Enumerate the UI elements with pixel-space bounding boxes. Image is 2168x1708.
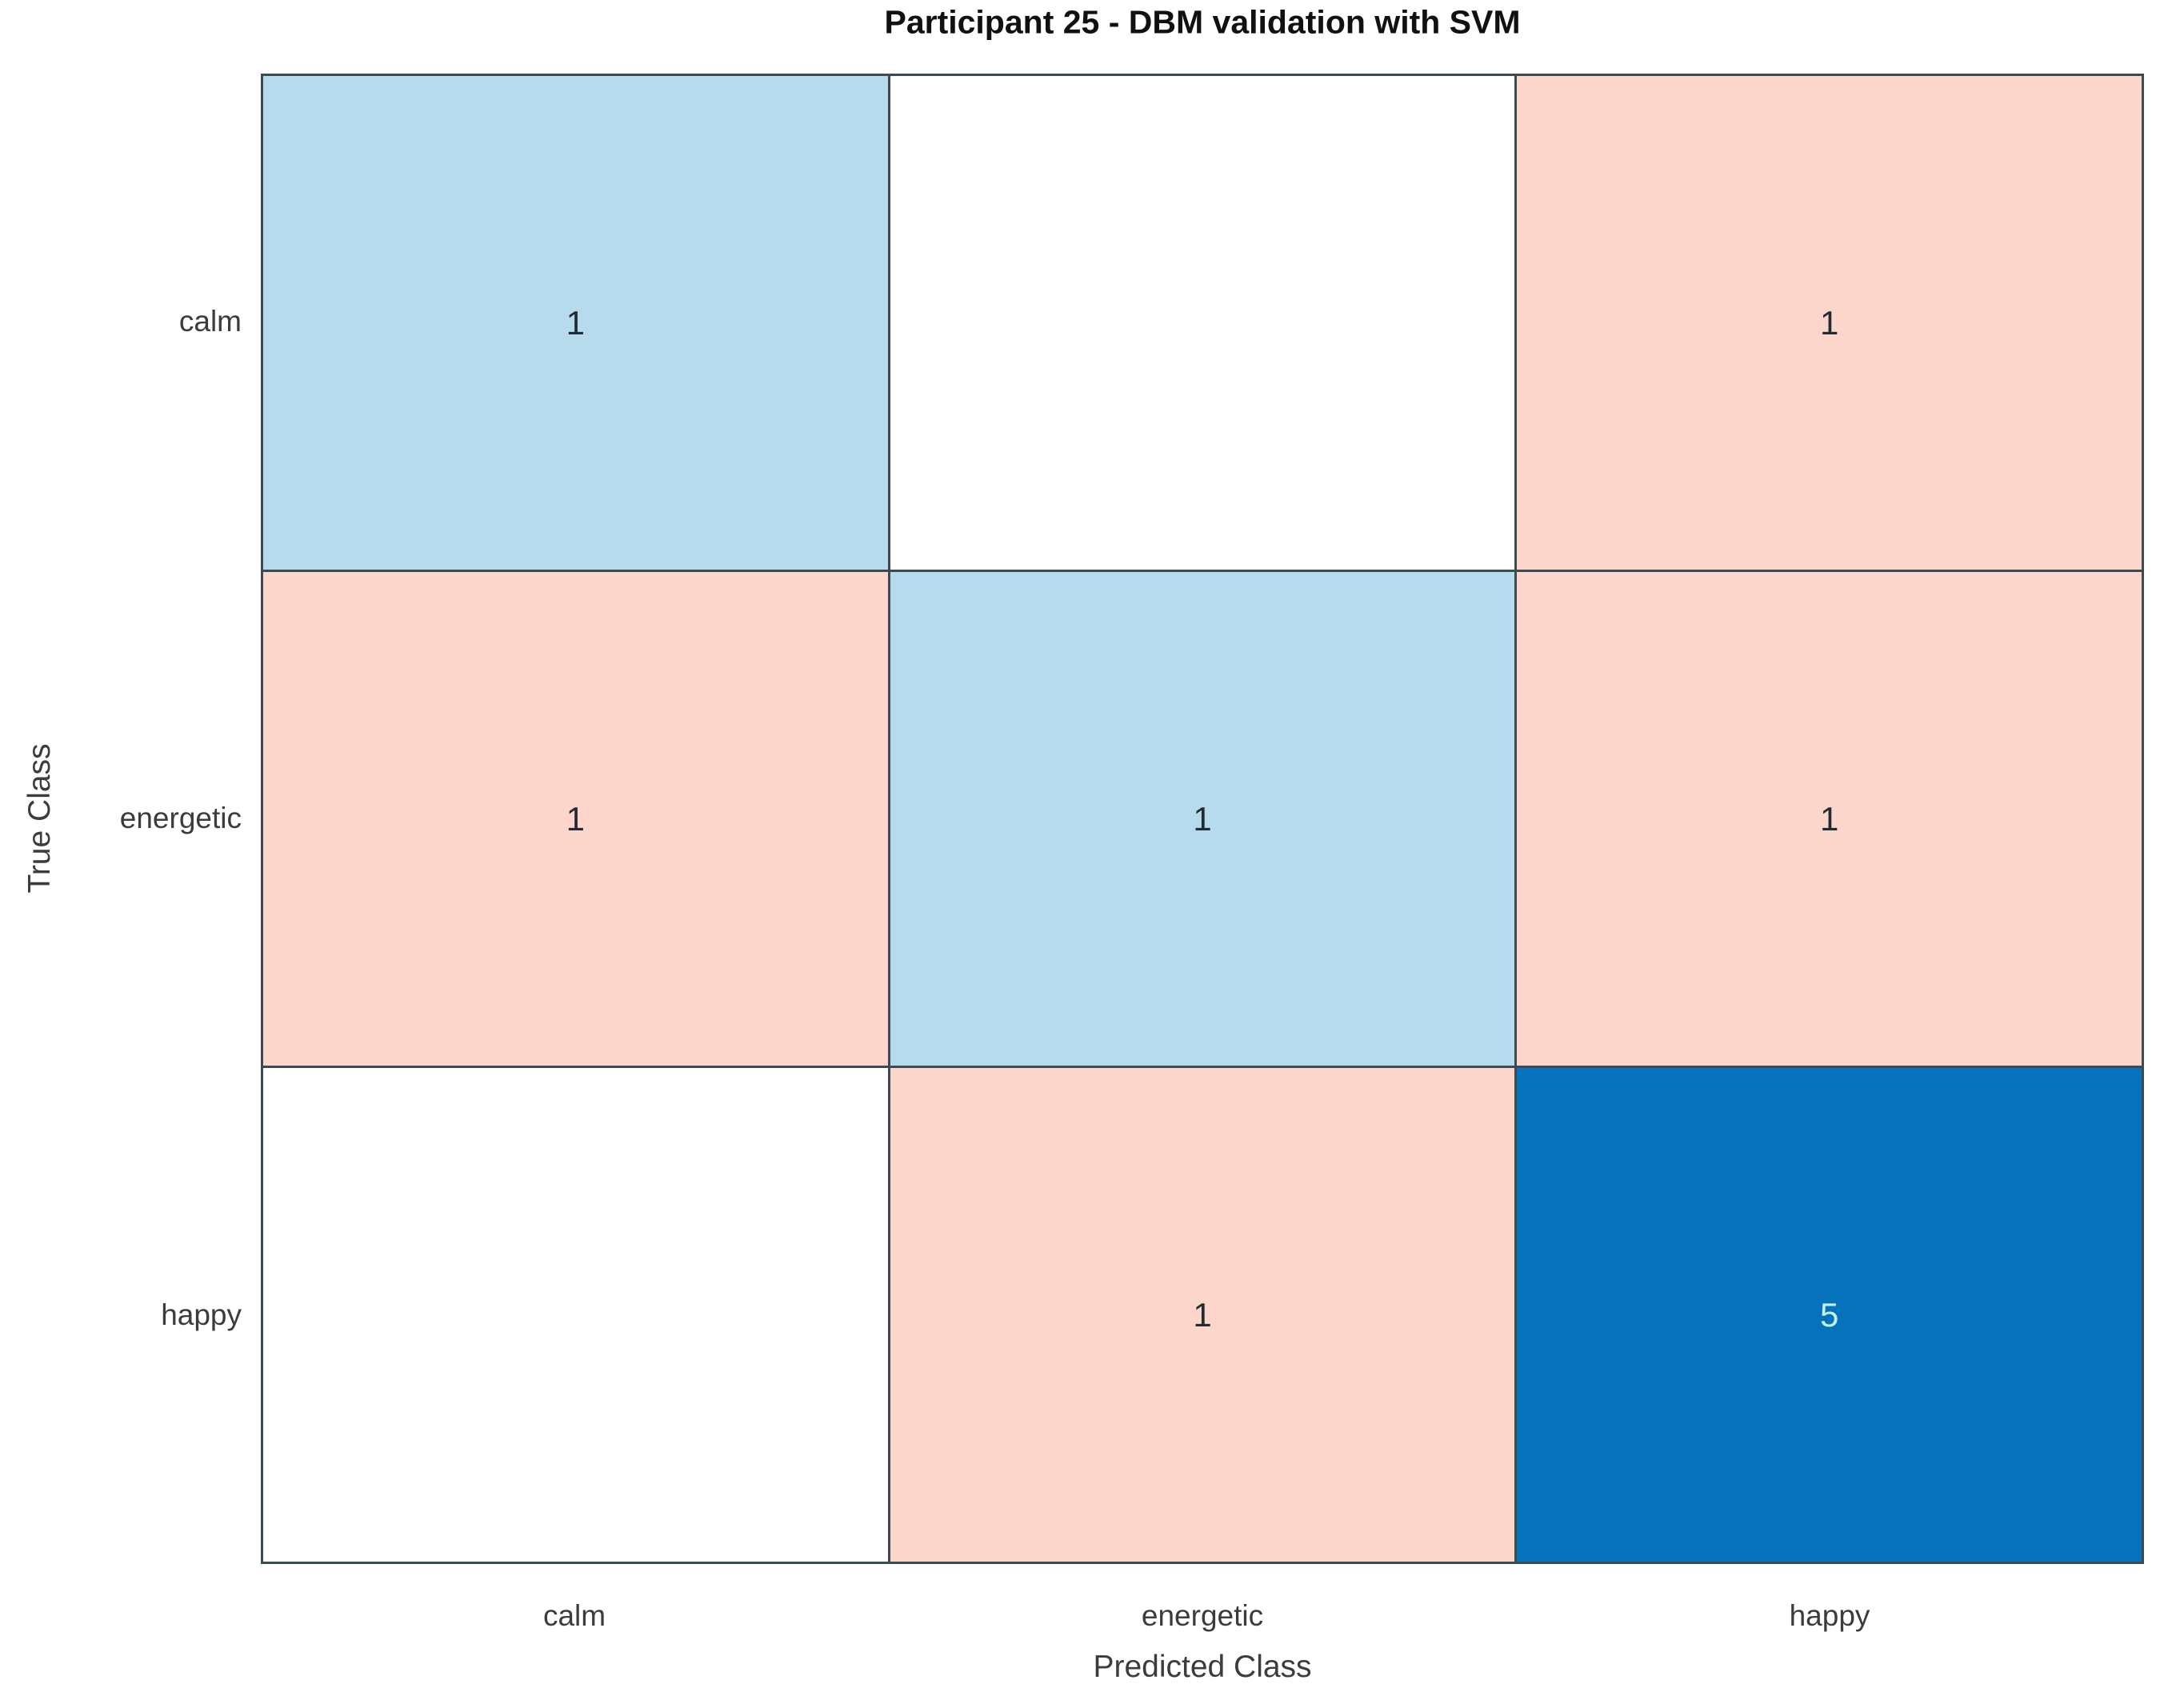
cell-value: 5 <box>1819 1295 1839 1334</box>
y-axis-label: True Class <box>22 743 57 894</box>
cell-value: 1 <box>1193 1295 1212 1334</box>
x-tick-energetic: energetic <box>1141 1599 1264 1632</box>
cell-value: 1 <box>566 303 585 342</box>
y-tick-energetic: energetic <box>119 802 242 834</box>
x-tick-happy: happy <box>1789 1599 1870 1632</box>
y-tick-happy: happy <box>161 1298 242 1331</box>
confusion-matrix-grid: 1 1 1 1 1 1 5 <box>261 74 2144 1564</box>
cell-value: 1 <box>1819 799 1839 838</box>
matrix-cell-calm-calm: 1 <box>263 76 888 570</box>
cell-value: 1 <box>1193 799 1212 838</box>
y-tick-calm: calm <box>178 305 242 338</box>
matrix-cell-calm-happy: 1 <box>1517 76 2142 570</box>
x-tick-calm: calm <box>542 1599 606 1632</box>
cell-value: 1 <box>1819 303 1839 342</box>
matrix-cell-energetic-calm: 1 <box>263 572 888 1066</box>
matrix-cell-calm-energetic <box>890 76 1515 570</box>
chart-title: Participant 25 - DBM validation with SVM <box>884 3 1521 41</box>
cell-value: 1 <box>566 799 585 838</box>
matrix-cell-happy-happy: 5 <box>1517 1068 2142 1562</box>
matrix-cell-energetic-energetic: 1 <box>890 572 1515 1066</box>
matrix-cell-energetic-happy: 1 <box>1517 572 2142 1066</box>
matrix-cell-happy-energetic: 1 <box>890 1068 1515 1562</box>
matrix-cell-happy-calm <box>263 1068 888 1562</box>
x-axis-label: Predicted Class <box>1093 1650 1312 1684</box>
